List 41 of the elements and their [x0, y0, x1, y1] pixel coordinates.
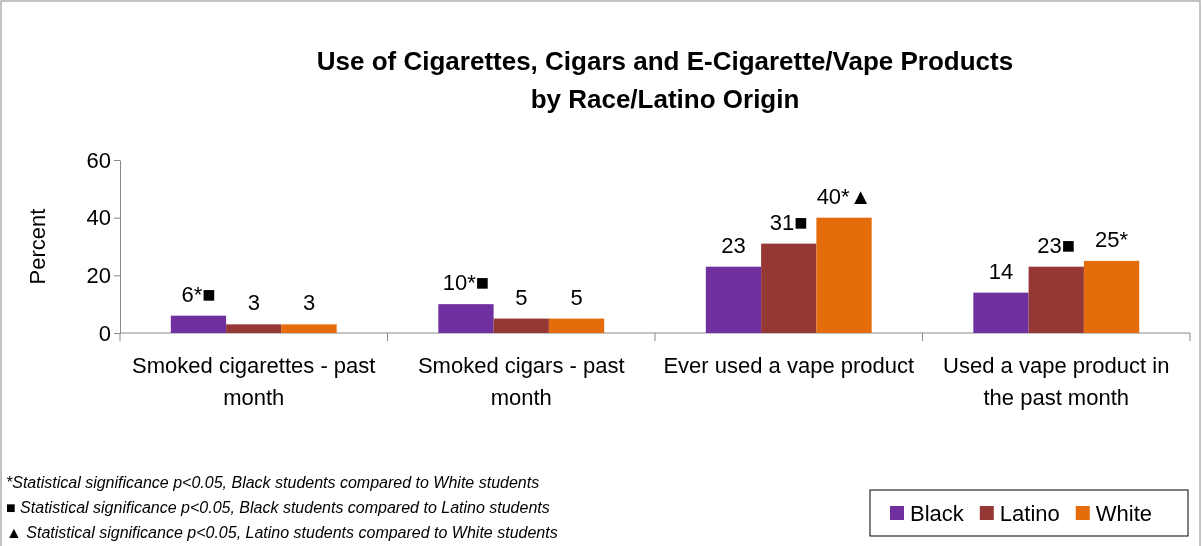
y-tick-label: 40	[86, 205, 111, 231]
bar	[1028, 266, 1084, 333]
bar	[548, 318, 605, 333]
data-label: 40*▲	[816, 183, 872, 209]
data-label: 14	[988, 258, 1014, 284]
bar	[816, 217, 872, 333]
data-label: 3	[247, 290, 260, 316]
bar	[226, 324, 282, 333]
legend-label: Black	[910, 501, 965, 526]
y-tick-label: 0	[98, 320, 111, 346]
bar	[170, 315, 227, 333]
x-tick-label: Smoked cigars - past month	[417, 353, 625, 410]
data-label: 5	[570, 284, 583, 310]
data-label: 10*■	[442, 270, 490, 296]
data-label: 23	[721, 232, 746, 258]
text: ▲ Statistical significance p<0.05, Latino students compared to White students	[6, 524, 558, 541]
data-label: 6*■	[181, 281, 216, 307]
x-tick-label: Used a vape product in the past month	[943, 353, 1170, 410]
y-axis-title: Percent	[25, 208, 50, 285]
legend-label: Latino	[999, 501, 1060, 526]
y-tick-label: 60	[86, 147, 111, 173]
bar	[761, 243, 817, 333]
bar	[281, 324, 337, 333]
bar	[973, 292, 1029, 333]
data-label: 31■	[769, 209, 808, 235]
chart-title: Use of Cigarettes, Cigars and E-Cigarette/Vape Products	[316, 46, 1014, 76]
bar	[1083, 260, 1140, 333]
bar	[493, 318, 549, 333]
text: *Statistical significance p<0.05, Black students compared to White students	[6, 474, 540, 491]
bar	[705, 266, 762, 333]
text: ■ Statistical significance p<0.05, Black students compared to Latino students	[6, 499, 550, 516]
bar	[438, 304, 494, 333]
data-label: 3	[302, 290, 316, 316]
chart-subtitle: by Race/Latino Origin	[530, 84, 800, 114]
data-label: 25*	[1095, 226, 1129, 252]
x-tick-label: Ever used a vape product	[663, 353, 915, 378]
y-tick-label: 20	[86, 262, 111, 288]
data-label: 5	[515, 284, 528, 310]
x-tick-label: Smoked cigarettes - past month	[132, 353, 376, 410]
legend-label: White	[1095, 501, 1152, 526]
data-label: 23■	[1037, 232, 1076, 258]
